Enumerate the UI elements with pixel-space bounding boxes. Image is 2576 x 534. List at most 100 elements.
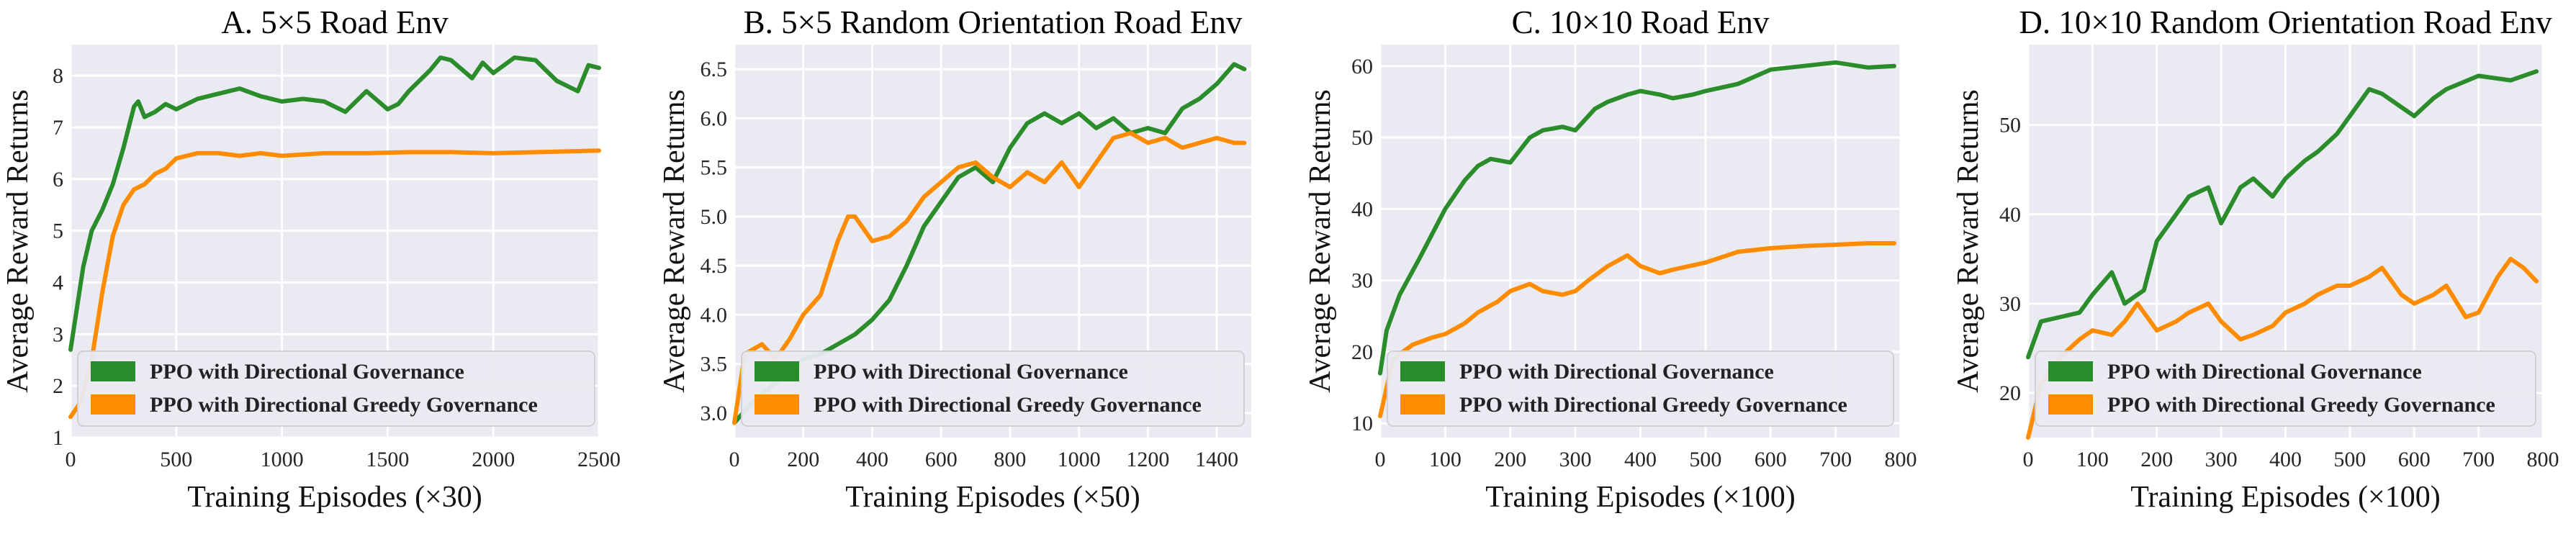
x-axis-label: Training Episodes (×50) xyxy=(845,481,1140,514)
x-tick-label: 800 xyxy=(2527,448,2559,471)
y-tick-label: 3 xyxy=(53,322,63,346)
y-tick-label: 40 xyxy=(1351,197,1373,221)
legend-swatch xyxy=(755,394,799,415)
x-tick-label: 2500 xyxy=(577,448,621,471)
y-tick-label: 1 xyxy=(53,426,63,450)
legend-swatch xyxy=(2048,361,2093,381)
y-tick-label: 10 xyxy=(1351,412,1373,435)
x-tick-label: 0 xyxy=(729,448,740,471)
legend: PPO with Directional Governance PPO with … xyxy=(77,350,595,427)
x-tick-label: 100 xyxy=(1429,448,1462,471)
chart-title: B. 5×5 Random Orientation Road Env xyxy=(744,4,1243,40)
legend-box xyxy=(741,350,1245,427)
series-line-directional xyxy=(2026,69,2539,360)
x-tick-label: 1000 xyxy=(261,448,304,471)
legend-label: PPO with Directional Governance xyxy=(2107,360,2422,384)
chart-panel-2: 0 200 400 600 800 1000 1200 1400 3.0 3.5 4.0 4.5 5.0… xyxy=(658,4,1251,514)
y-tick-label: 3.0 xyxy=(701,402,728,425)
x-tick-label: 300 xyxy=(2205,448,2238,471)
x-axis-label: Training Episodes (×100) xyxy=(1485,481,1795,514)
legend-box xyxy=(1387,350,1894,427)
x-tick-label: 300 xyxy=(1559,448,1592,471)
x-tick-label: 400 xyxy=(2269,448,2302,471)
x-tick-label: 800 xyxy=(1885,448,1917,471)
x-tick-label: 0 xyxy=(1375,448,1386,471)
series-line-greedy xyxy=(732,130,1247,425)
y-tick-label: 2 xyxy=(53,374,63,398)
chart-panel-1: 0 500 1000 1500 2000 2500 1 2 3 4 5 6 7 8 A. 5×5 Road … xyxy=(1,4,621,514)
legend-swatch xyxy=(91,394,135,415)
x-tick-label: 0 xyxy=(2023,448,2034,471)
series-line-greedy xyxy=(2026,256,2539,440)
x-tick-label: 100 xyxy=(2076,448,2109,471)
x-tick-label: 1200 xyxy=(1126,448,1169,471)
legend-label: PPO with Directional Greedy Governance xyxy=(814,393,1202,417)
legend: PPO with Directional Governance PPO with … xyxy=(2035,350,2536,427)
y-tick-label: 4 xyxy=(53,271,63,294)
chart-panel-3: 0 100 200 300 400 500 600 700 800 10 20 30 40 50 60 C. … xyxy=(1304,4,1917,514)
legend: PPO with Directional Governance PPO with … xyxy=(741,350,1245,427)
legend-swatch xyxy=(1400,394,1445,415)
legend-box xyxy=(2035,350,2536,427)
chart-title: A. 5×5 Road Env xyxy=(221,4,449,40)
x-tick-label: 2000 xyxy=(472,448,515,471)
legend-swatch xyxy=(91,361,135,381)
y-tick-label: 5.0 xyxy=(701,205,728,229)
x-tick-label: 800 xyxy=(994,448,1026,471)
legend-label: PPO with Directional Greedy Governance xyxy=(1459,393,1847,417)
x-tick-label: 1400 xyxy=(1195,448,1238,471)
y-tick-label: 20 xyxy=(1351,340,1373,364)
y-tick-label: 50 xyxy=(1351,126,1373,150)
series-line-directional xyxy=(68,55,601,352)
y-tick-label: 6.0 xyxy=(701,107,728,130)
x-tick-label: 700 xyxy=(2462,448,2495,471)
x-tick-label: 0 xyxy=(66,448,76,471)
legend: PPO with Directional Governance PPO with … xyxy=(1387,350,1894,427)
x-tick-label: 500 xyxy=(1689,448,1721,471)
y-tick-label: 50 xyxy=(1999,114,2021,137)
legend-label: PPO with Directional Governance xyxy=(1459,360,1774,384)
y-tick-label: 5.5 xyxy=(701,156,728,180)
series-line-greedy xyxy=(68,148,601,420)
x-tick-label: 400 xyxy=(856,448,888,471)
legend-swatch xyxy=(2048,394,2093,415)
y-tick-label: 60 xyxy=(1351,55,1373,78)
y-tick-label: 3.5 xyxy=(701,353,728,376)
series-line-greedy xyxy=(1378,241,1896,419)
y-tick-label: 40 xyxy=(1999,203,2021,227)
legend-swatch xyxy=(1400,361,1445,381)
x-tick-label: 1000 xyxy=(1058,448,1101,471)
y-tick-label: 6.5 xyxy=(701,58,728,81)
x-tick-label: 200 xyxy=(1494,448,1526,471)
x-tick-label: 400 xyxy=(1624,448,1657,471)
y-axis-label: Average Reward Returns xyxy=(1,89,35,392)
x-axis-label: Training Episodes (×100) xyxy=(2130,481,2440,514)
x-tick-label: 500 xyxy=(160,448,192,471)
x-tick-label: 200 xyxy=(787,448,819,471)
y-tick-label: 8 xyxy=(53,64,63,88)
y-tick-label: 6 xyxy=(53,168,63,191)
y-axis-label: Average Reward Returns xyxy=(1952,89,1985,392)
x-tick-label: 600 xyxy=(925,448,958,471)
x-tick-label: 1500 xyxy=(366,448,409,471)
y-tick-label: 7 xyxy=(53,116,63,140)
legend-swatch xyxy=(755,361,799,381)
y-tick-label: 20 xyxy=(1999,381,2021,405)
x-axis-label: Training Episodes (×30) xyxy=(187,481,482,514)
y-axis-label: Average Reward Returns xyxy=(1304,89,1337,392)
x-tick-label: 600 xyxy=(1755,448,1787,471)
x-tick-label: 200 xyxy=(2140,448,2173,471)
y-axis-label: Average Reward Returns xyxy=(658,89,691,392)
y-tick-label: 30 xyxy=(1351,269,1373,293)
legend-box xyxy=(77,350,595,427)
legend-label: PPO with Directional Greedy Governance xyxy=(2107,393,2495,417)
x-tick-label: 600 xyxy=(2398,448,2431,471)
chart-title: C. 10×10 Road Env xyxy=(1512,4,1770,40)
chart-panel-4: 0 100 200 300 400 500 600 700 800 20 30 40 50 D. 10×1… xyxy=(1952,4,2559,514)
series-line-directional xyxy=(1378,60,1896,376)
y-tick-label: 5 xyxy=(53,220,63,243)
y-tick-label: 4.0 xyxy=(701,303,728,327)
x-tick-label: 700 xyxy=(1819,448,1852,471)
y-tick-label: 30 xyxy=(1999,292,2021,316)
